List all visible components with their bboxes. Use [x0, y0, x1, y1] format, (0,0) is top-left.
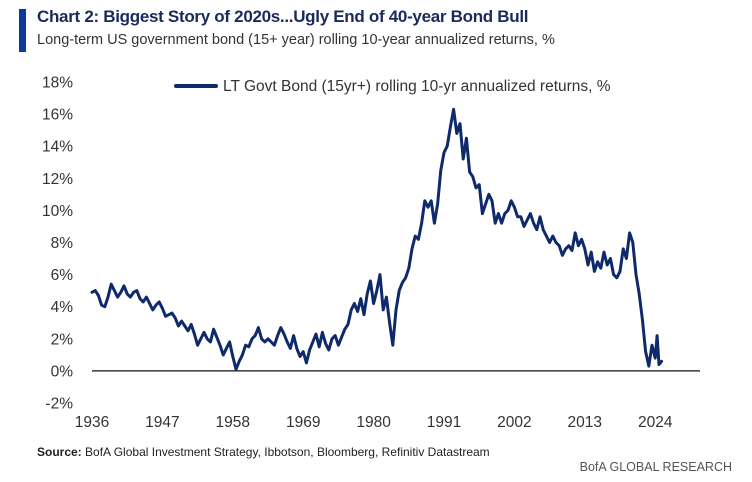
y-tick-label: 14%: [42, 139, 73, 156]
y-tick-label: 6%: [51, 267, 74, 284]
x-axis-tick-labels: 1936 1947 1958 1969 1980 1991 2002 2013 2024: [75, 414, 673, 431]
y-axis-tick-labels: -2% 0% 2% 4% 6% 8% 10% 12% 14% 16% 18%: [42, 75, 73, 413]
x-tick-label: 2002: [497, 414, 531, 431]
series-line-lt-govt-bond: [90, 107, 664, 371]
y-tick-label: 12%: [42, 171, 73, 188]
chart-title: Chart 2: Biggest Story of 2020s...Ugly E…: [37, 7, 529, 26]
chart-legend: LT Govt Bond (15yr+) rolling 10-yr annua…: [174, 78, 611, 95]
source-text: BofA Global Investment Strategy, Ibbotso…: [85, 445, 490, 459]
y-tick-label: 4%: [51, 299, 74, 316]
title-accent-bar: [19, 9, 26, 52]
x-tick-label: 1936: [75, 414, 109, 431]
brand-footer: BofA GLOBAL RESEARCH: [579, 460, 732, 474]
y-tick-label: 2%: [51, 331, 74, 348]
chart-subtitle: Long-term US government bond (15+ year) …: [37, 32, 555, 48]
x-tick-label: 1958: [216, 414, 250, 431]
x-tick-label: 1980: [356, 414, 391, 431]
source-note: Source: BofA Global Investment Strategy,…: [37, 445, 490, 459]
y-tick-label: -2%: [45, 396, 73, 413]
x-tick-label: 1991: [427, 414, 461, 431]
y-tick-label: 8%: [51, 235, 74, 252]
y-tick-label: 10%: [42, 203, 73, 220]
y-tick-label: 0%: [51, 363, 74, 380]
y-tick-label: 18%: [42, 75, 73, 92]
source-label: Source:: [37, 445, 82, 459]
y-tick-label: 16%: [42, 107, 73, 124]
x-tick-label: 1947: [145, 414, 179, 431]
x-tick-label: 2013: [568, 414, 602, 431]
x-tick-label: 2024: [638, 414, 673, 431]
legend-label: LT Govt Bond (15yr+) rolling 10-yr annua…: [223, 78, 611, 95]
x-tick-label: 1969: [286, 414, 320, 431]
